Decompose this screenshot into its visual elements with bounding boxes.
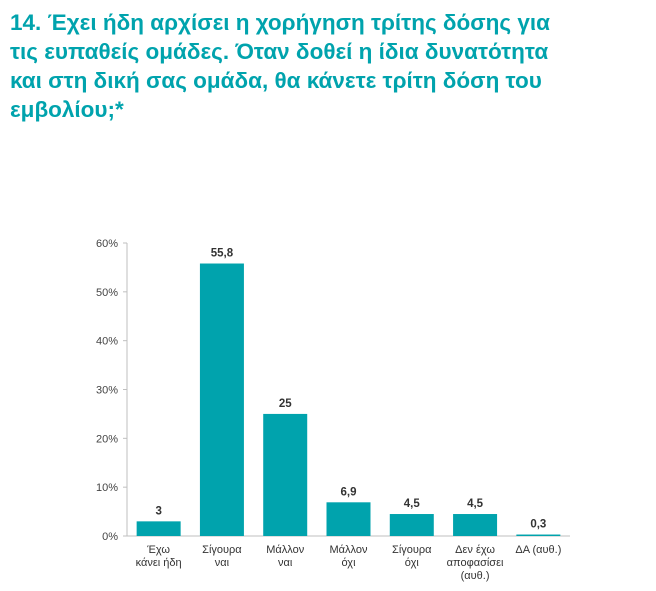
data-label: 6,9 [341, 486, 357, 498]
x-category-label: Μάλλον ναι [266, 544, 304, 569]
bar [136, 521, 181, 536]
bar [389, 514, 434, 536]
bar [199, 263, 244, 536]
data-label: 4,5 [467, 498, 484, 510]
y-tick-label: 30% [96, 385, 118, 397]
y-tick-label: 50% [96, 287, 118, 299]
x-category-label: ΔΑ (αυθ.) [515, 544, 561, 556]
y-tick-label: 60% [96, 238, 118, 250]
data-label: 0,3 [530, 519, 546, 531]
x-category-label: Έχω κάνει ήδη [136, 544, 182, 569]
bar [453, 514, 498, 536]
data-label: 4,5 [404, 498, 421, 510]
x-category-label: Σίγουρα όχι [392, 544, 432, 569]
bar [326, 502, 371, 536]
x-category-label: Σίγουρα ναι [202, 544, 242, 569]
y-tick-label: 20% [96, 433, 118, 445]
x-category-label: Μάλλον όχι [330, 544, 368, 569]
bars-group [136, 263, 561, 536]
data-labels-group: 3 55,8 25 6,9 4,5 4,5 0,3 [155, 248, 546, 531]
y-tick-label: 10% [96, 482, 118, 494]
y-tick-label: 40% [96, 336, 118, 348]
y-axis-ticks: 0% 10% 20% 30% 40% 50% 60% [96, 238, 127, 543]
data-label: 3 [155, 505, 161, 517]
bar [516, 534, 561, 536]
x-axis-labels: Έχω κάνει ήδη Σίγουρα ναι Μάλλον ναι Μάλλον όχι… [136, 544, 562, 582]
data-label: 55,8 [211, 248, 234, 260]
question-title: 14. Έχει ήδη αρχίσει η χορήγηση τρίτης δ… [10, 10, 550, 122]
y-tick-label: 0% [102, 531, 118, 543]
x-category-label: Δεν έχω αποφασίσει (αυθ.) [447, 544, 504, 582]
bar [263, 413, 308, 536]
data-label: 25 [279, 398, 292, 410]
